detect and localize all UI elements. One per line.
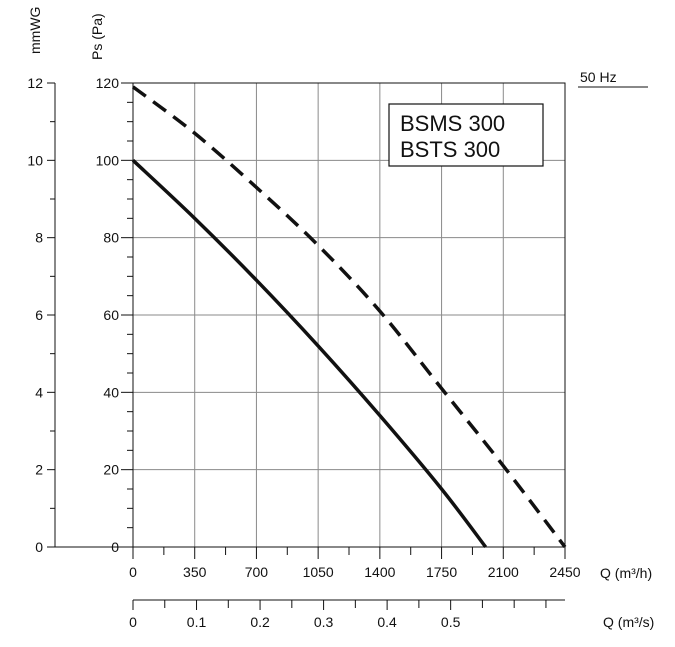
flow-m3h-tick-label: 0 <box>129 564 137 580</box>
flow-m3h-tick-label: 2100 <box>488 564 519 580</box>
flow-m3h-tick-label: 700 <box>245 564 269 580</box>
model-legend-box: BSMS 300 BSTS 300 <box>388 103 544 167</box>
mmwg-tick-label: 12 <box>27 75 43 91</box>
pa-axis: 0 20 40 60 80 100 120 <box>96 75 133 555</box>
flow-m3h-tick-label: 2450 <box>549 564 580 580</box>
flow-m3s-tick-label: 0.2 <box>250 614 270 630</box>
pa-tick-label: 100 <box>96 152 120 168</box>
flow-m3h-tick-label: 1050 <box>303 564 334 580</box>
mmwg-tick-label: 10 <box>27 152 43 168</box>
flow-m3s-tick-label: 0.4 <box>377 614 397 630</box>
mmwg-axis: 0 2 4 6 8 10 12 <box>27 75 133 555</box>
mmwg-tick-label: 8 <box>35 230 43 246</box>
mmwg-tick-label: 4 <box>35 384 43 400</box>
y-primary-axis-label: Ps (Pa) <box>89 13 105 60</box>
pa-tick-label: 60 <box>103 307 119 323</box>
series-line-solid <box>131 159 488 549</box>
flow-m3s-tick-label: 0.5 <box>441 614 461 630</box>
flow-m3s-tick-label: 0.3 <box>314 614 334 630</box>
x-primary-axis-label: Q (m³/h) <box>600 565 652 581</box>
pa-tick-label: 40 <box>103 384 119 400</box>
model-legend-frame <box>388 103 544 167</box>
pa-tick-label: 0 <box>111 539 119 555</box>
mmwg-tick-label: 2 <box>35 462 43 478</box>
flow-m3s-axis: 0 0.1 0.2 0.3 0.4 0.5 <box>129 599 565 630</box>
flow-m3s-tick-label: 0.1 <box>187 614 207 630</box>
series-layer <box>131 85 567 549</box>
pa-tick-label: 120 <box>96 75 120 91</box>
flow-m3h-axis: 0 350 700 1050 1400 1750 2100 2450 <box>129 547 581 580</box>
y-secondary-axis-label: mmWG <box>27 7 43 54</box>
frequency-label: 50 Hz <box>580 69 617 85</box>
series-line-dashed <box>131 85 567 549</box>
mmwg-tick-label: 0 <box>35 539 43 555</box>
flow-m3h-tick-label: 350 <box>183 564 207 580</box>
flow-m3h-tick-label: 1750 <box>426 564 457 580</box>
mmwg-tick-label: 6 <box>35 307 43 323</box>
model-label-bsms: BSMS 300 <box>400 111 505 136</box>
x-secondary-axis-label: Q (m³/s) <box>603 614 654 630</box>
flow-m3h-tick-label: 1400 <box>364 564 395 580</box>
model-label-bsts: BSTS 300 <box>400 137 500 162</box>
pa-tick-label: 20 <box>103 462 119 478</box>
flow-m3s-tick-label: 0 <box>129 614 137 630</box>
pa-tick-label: 80 <box>103 230 119 246</box>
